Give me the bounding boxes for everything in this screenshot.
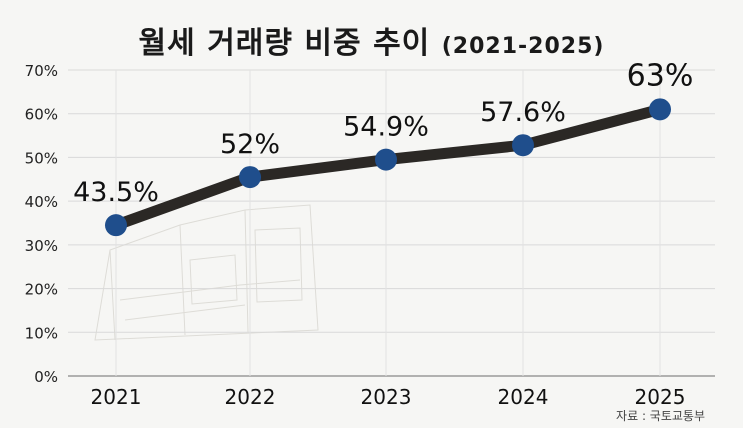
- data-value-label: 43.5%: [73, 177, 159, 208]
- chart-title-subtitle: (2021-2025): [441, 34, 605, 59]
- x-tick-label: 2021: [91, 385, 142, 409]
- x-tick-label: 2022: [225, 385, 276, 409]
- data-point-marker: [512, 134, 534, 157]
- source-note: 자료 : 국토교통부: [616, 409, 705, 423]
- data-point-marker: [649, 98, 671, 121]
- y-tick-label: 30%: [25, 237, 58, 255]
- data-value-label: 63%: [627, 58, 694, 93]
- chart-title-main: 월세 거래량 비중 추이: [138, 26, 431, 61]
- y-tick-label: 40%: [25, 193, 58, 211]
- y-tick-label: 10%: [25, 324, 58, 342]
- y-tick-label: 60%: [25, 106, 58, 124]
- y-tick-label: 20%: [25, 281, 58, 299]
- x-tick-label: 2023: [361, 385, 412, 409]
- x-tick-label: 2025: [635, 385, 686, 409]
- y-tick-label: 70%: [25, 62, 58, 80]
- data-point-marker: [375, 148, 397, 171]
- data-value-label: 57.6%: [480, 97, 566, 128]
- data-point-marker: [239, 166, 261, 189]
- background-building-sketch: [94, 204, 319, 341]
- y-tick-label: 50%: [25, 149, 58, 167]
- data-point-marker: [105, 214, 127, 237]
- y-tick-label: 0%: [34, 368, 58, 386]
- data-value-label: 52%: [220, 129, 280, 160]
- chart-title: 월세 거래량 비중 추이 (2021-2025): [0, 18, 743, 62]
- data-value-label: 54.9%: [343, 112, 429, 143]
- x-tick-label: 2024: [498, 385, 549, 409]
